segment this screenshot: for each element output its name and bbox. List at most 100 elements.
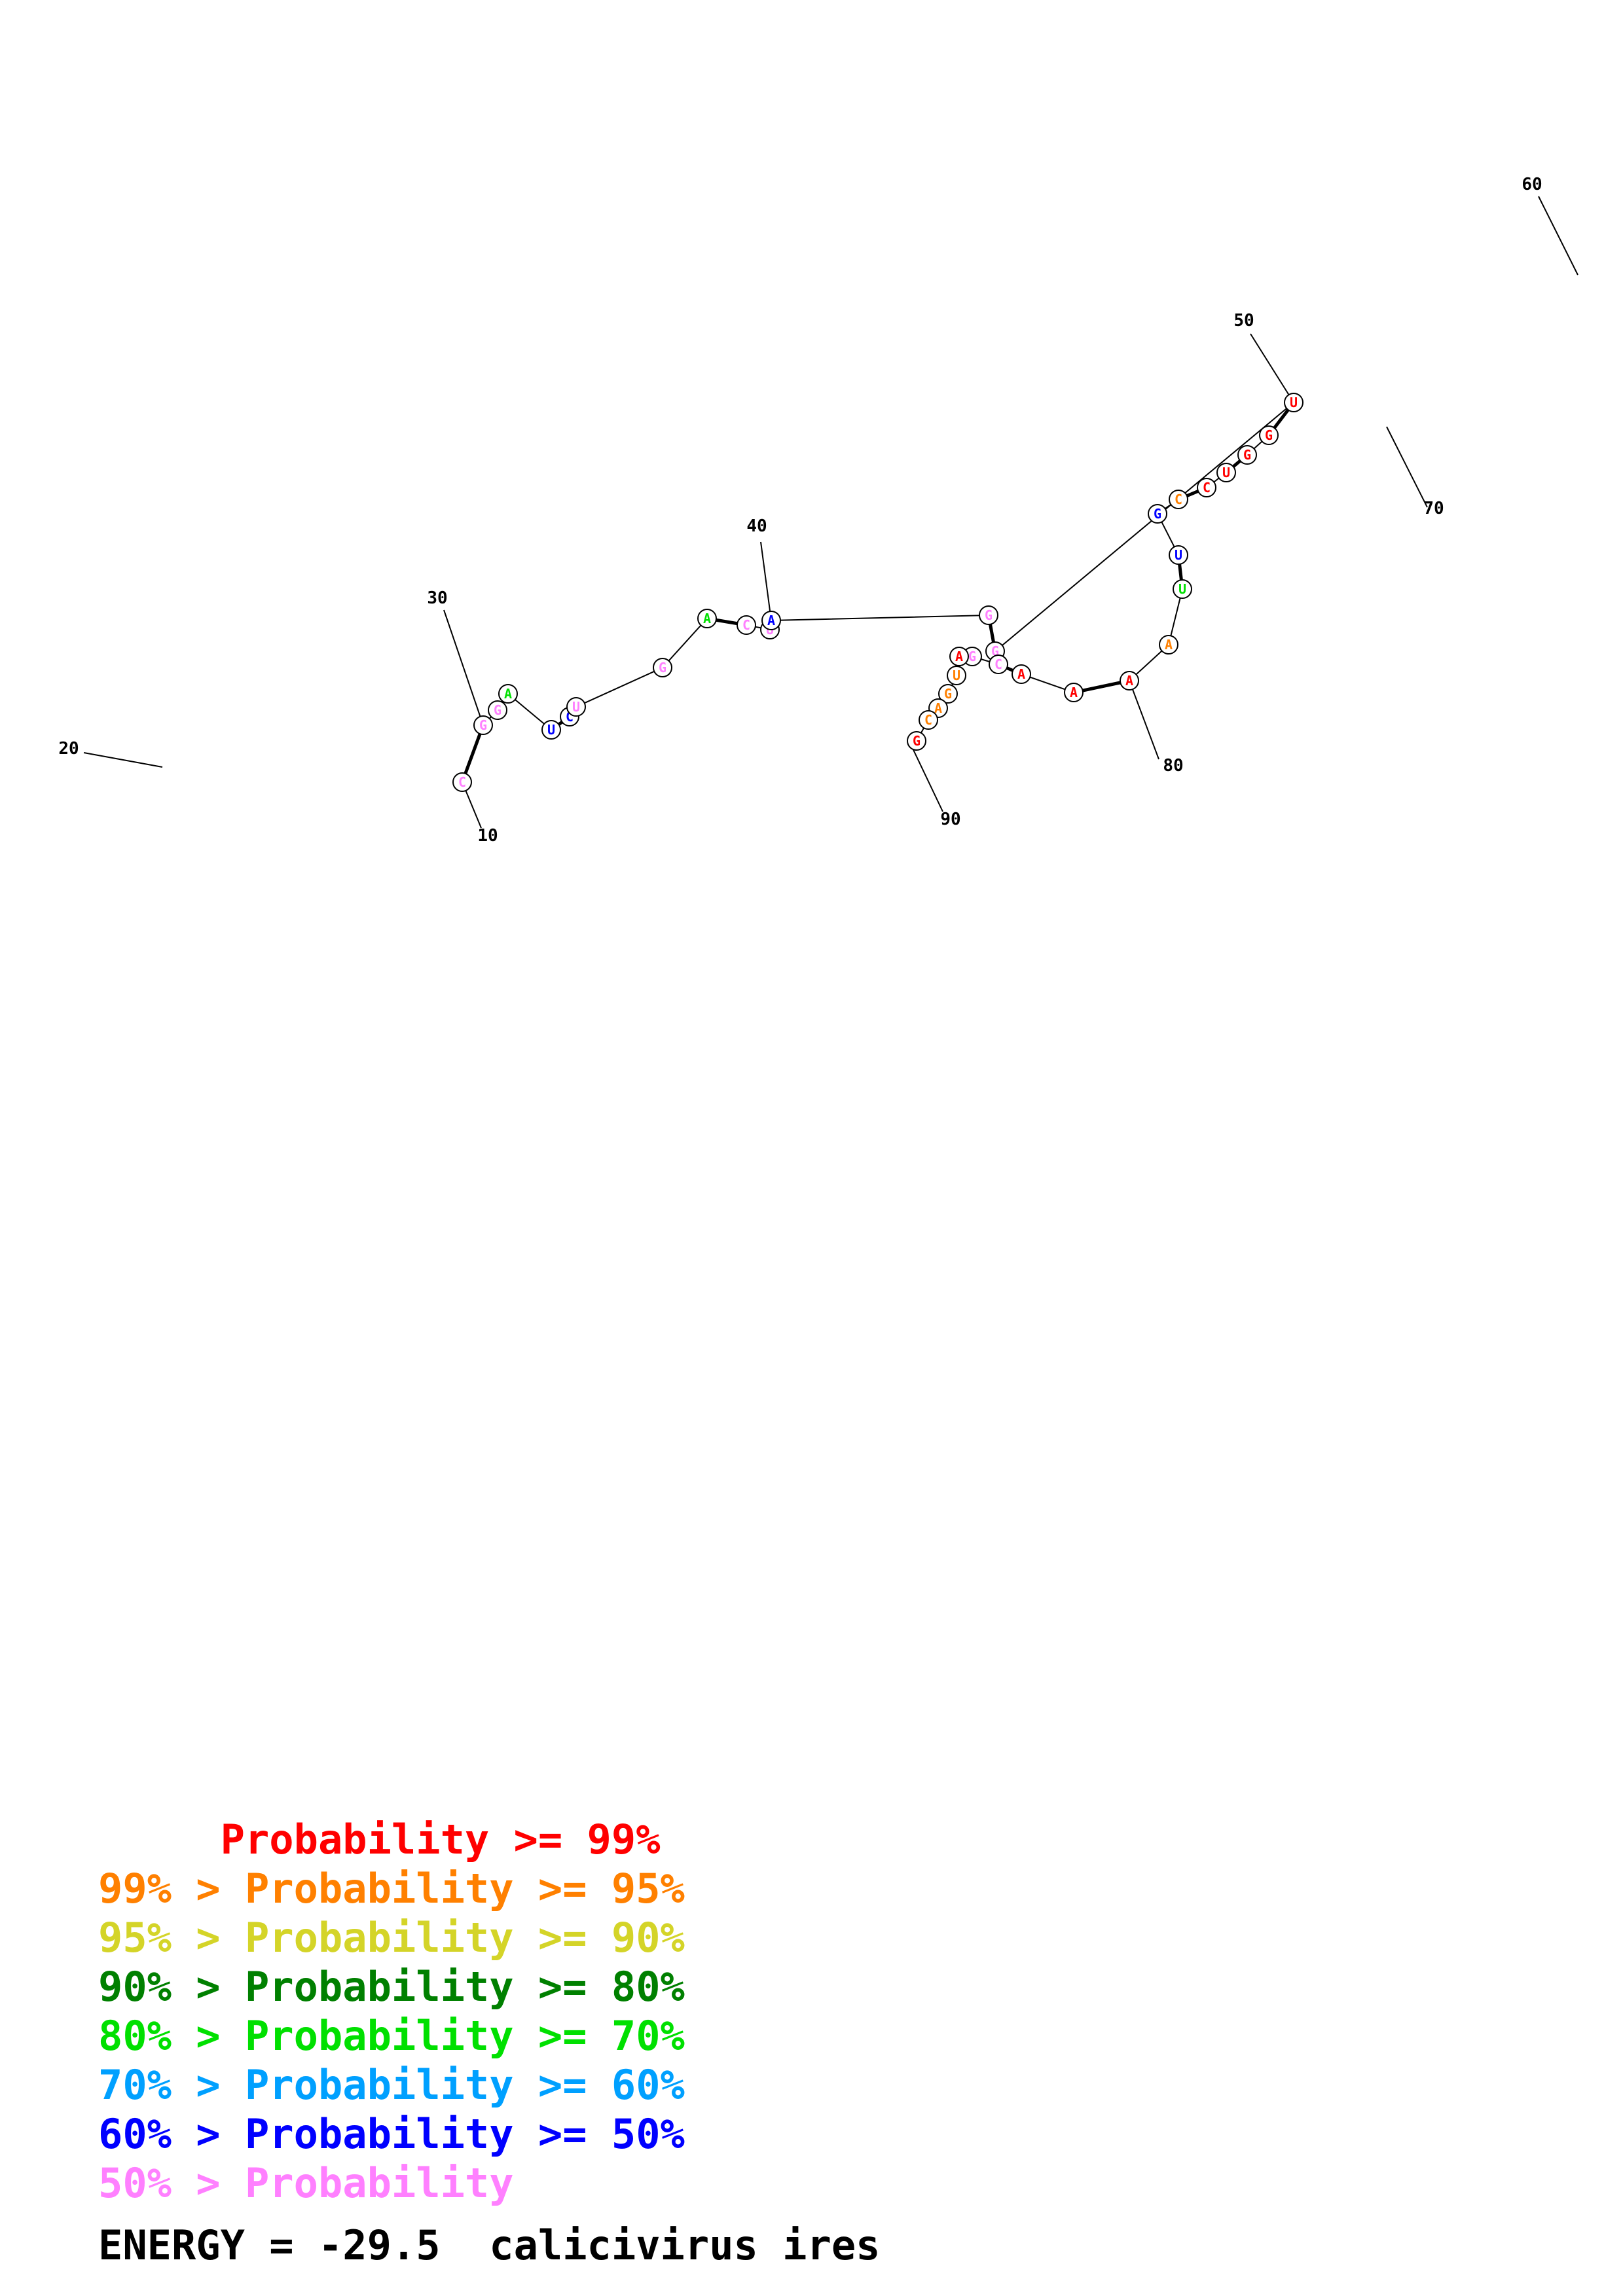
nucleotide: C bbox=[1197, 478, 1216, 497]
nucleotide-circle bbox=[498, 684, 518, 704]
position-label: 80 bbox=[1163, 756, 1183, 776]
nucleotide-circle bbox=[1237, 445, 1257, 465]
nucleotide-letter: U bbox=[547, 722, 555, 738]
energy-value: -29.5 bbox=[318, 2221, 441, 2269]
position-labels: 10 20 30 40 50 60 70 80 90 bbox=[58, 175, 1542, 846]
nucleotide: G bbox=[1148, 504, 1167, 524]
nucleotide-letter: C bbox=[1175, 492, 1182, 507]
nucleotide: U bbox=[1284, 393, 1304, 412]
nucleotide: U bbox=[947, 666, 966, 685]
nucleotide-circle bbox=[1173, 579, 1192, 599]
nucleotide: A bbox=[498, 684, 518, 704]
nucleotide-letter: C bbox=[924, 712, 932, 728]
nucleotide: A bbox=[1120, 671, 1139, 691]
nucleotide: G bbox=[1237, 445, 1257, 465]
nucleotide-letter: U bbox=[1178, 581, 1186, 597]
position-tick bbox=[909, 742, 943, 812]
backbone-line bbox=[462, 402, 1294, 783]
nucleotide-circle bbox=[1159, 635, 1178, 655]
nucleotide-letter: G bbox=[1243, 447, 1251, 463]
nucleotide-circle bbox=[1120, 671, 1139, 691]
nucleotide-letter: G bbox=[968, 649, 976, 664]
legend-entry: 80% > Probability >= 70% bbox=[98, 2012, 685, 2060]
nucleotide-letter: A bbox=[767, 613, 775, 628]
nucleotide-letter: A bbox=[1017, 666, 1025, 682]
nucleotide: G bbox=[653, 658, 672, 677]
legend-entry: 60% > Probability >= 50% bbox=[98, 2110, 685, 2158]
legend-entry: 50% > Probability bbox=[98, 2159, 514, 2207]
nucleotide-circle bbox=[737, 615, 756, 635]
legend-entry: Probability >= 99% bbox=[98, 1816, 661, 1863]
position-label: 20 bbox=[58, 739, 79, 759]
backbone bbox=[462, 402, 1294, 783]
nucleotides: CGGAUCUGACUAGGUGGUCCGUUAAAACGAUGACG bbox=[452, 393, 1304, 792]
legend-entry: 99% > Probability >= 95% bbox=[98, 1865, 685, 1912]
nucleotide: A bbox=[697, 609, 717, 628]
nucleotide-circle bbox=[1259, 425, 1279, 445]
position-ticks bbox=[83, 196, 1578, 829]
position-label: 60 bbox=[1522, 175, 1542, 194]
nucleotide: A bbox=[1012, 664, 1031, 684]
nucleotide: U bbox=[1216, 463, 1236, 482]
nucleotide: C bbox=[452, 772, 472, 792]
nucleotide-letter: U bbox=[1175, 547, 1182, 563]
nucleotide-letter: A bbox=[934, 700, 942, 716]
nucleotide-letter: U bbox=[953, 668, 960, 683]
position-tick bbox=[1386, 426, 1428, 508]
nucleotide-circle bbox=[1064, 683, 1084, 702]
nucleotide: G bbox=[473, 715, 493, 735]
nucleotide: G bbox=[907, 731, 926, 751]
nucleotide-circle bbox=[488, 700, 507, 720]
nucleotide-letter: G bbox=[479, 717, 487, 733]
sequence-name: calicivirus ires bbox=[489, 2221, 881, 2269]
nucleotide: A bbox=[1159, 635, 1178, 655]
position-tick bbox=[1538, 196, 1578, 276]
nucleotide-letter: G bbox=[913, 733, 921, 749]
energy-footer: ENERGY = -29.5 calicivirus ires bbox=[98, 2225, 880, 2266]
position-tick bbox=[83, 752, 163, 768]
position-tick bbox=[1250, 333, 1294, 403]
nucleotide: U bbox=[1169, 545, 1188, 565]
nucleotide-circle bbox=[1216, 463, 1236, 482]
nucleotide-letter: A bbox=[1125, 673, 1133, 689]
nucleotide: A bbox=[761, 611, 781, 630]
nucleotide-letter: A bbox=[1165, 637, 1173, 653]
nucleotide-letter: G bbox=[1154, 506, 1161, 522]
nucleotide: C bbox=[737, 615, 756, 635]
nucleotide: C bbox=[1169, 490, 1188, 509]
position-label: 40 bbox=[746, 516, 767, 536]
energy-label: ENERGY = bbox=[98, 2221, 318, 2269]
nucleotide-circle bbox=[919, 710, 938, 730]
nucleotide-letter: G bbox=[1265, 427, 1273, 443]
nucleotide-letter: C bbox=[1203, 480, 1211, 495]
nucleotide-circle bbox=[1169, 490, 1188, 509]
position-label: 70 bbox=[1423, 499, 1444, 518]
nucleotide-letter: U bbox=[1290, 395, 1298, 410]
nucleotide-circle bbox=[1148, 504, 1167, 524]
nucleotide-letter: G bbox=[494, 702, 501, 718]
nucleotide-letter: A bbox=[1070, 685, 1078, 700]
nucleotide-circle bbox=[1012, 664, 1031, 684]
legend-entry: 90% > Probability >= 80% bbox=[98, 1963, 685, 2011]
nucleotide: U bbox=[1173, 579, 1192, 599]
nucleotide-circle bbox=[1197, 478, 1216, 497]
nucleotide-circle bbox=[452, 772, 472, 792]
position-label: 30 bbox=[427, 588, 447, 608]
nucleotide-circle bbox=[653, 658, 672, 677]
position-tick bbox=[443, 609, 484, 726]
nucleotide-letter: G bbox=[659, 660, 666, 675]
nucleotide-circle bbox=[541, 720, 561, 740]
position-tick bbox=[1129, 680, 1159, 760]
nucleotide-circle bbox=[907, 731, 926, 751]
nucleotide-circle bbox=[1169, 545, 1188, 565]
nucleotide-letter: C bbox=[994, 656, 1002, 672]
nucleotide-letter: G bbox=[985, 607, 993, 623]
nucleotide: G bbox=[488, 700, 507, 720]
nucleotide: C bbox=[919, 710, 938, 730]
nucleotide-circle bbox=[979, 605, 998, 625]
base-pair-bonds bbox=[460, 401, 1295, 783]
legend-entry: 95% > Probability >= 90% bbox=[98, 1914, 685, 1962]
nucleotide-letter: U bbox=[1222, 465, 1230, 480]
nucleotide-letter: G bbox=[944, 686, 952, 702]
